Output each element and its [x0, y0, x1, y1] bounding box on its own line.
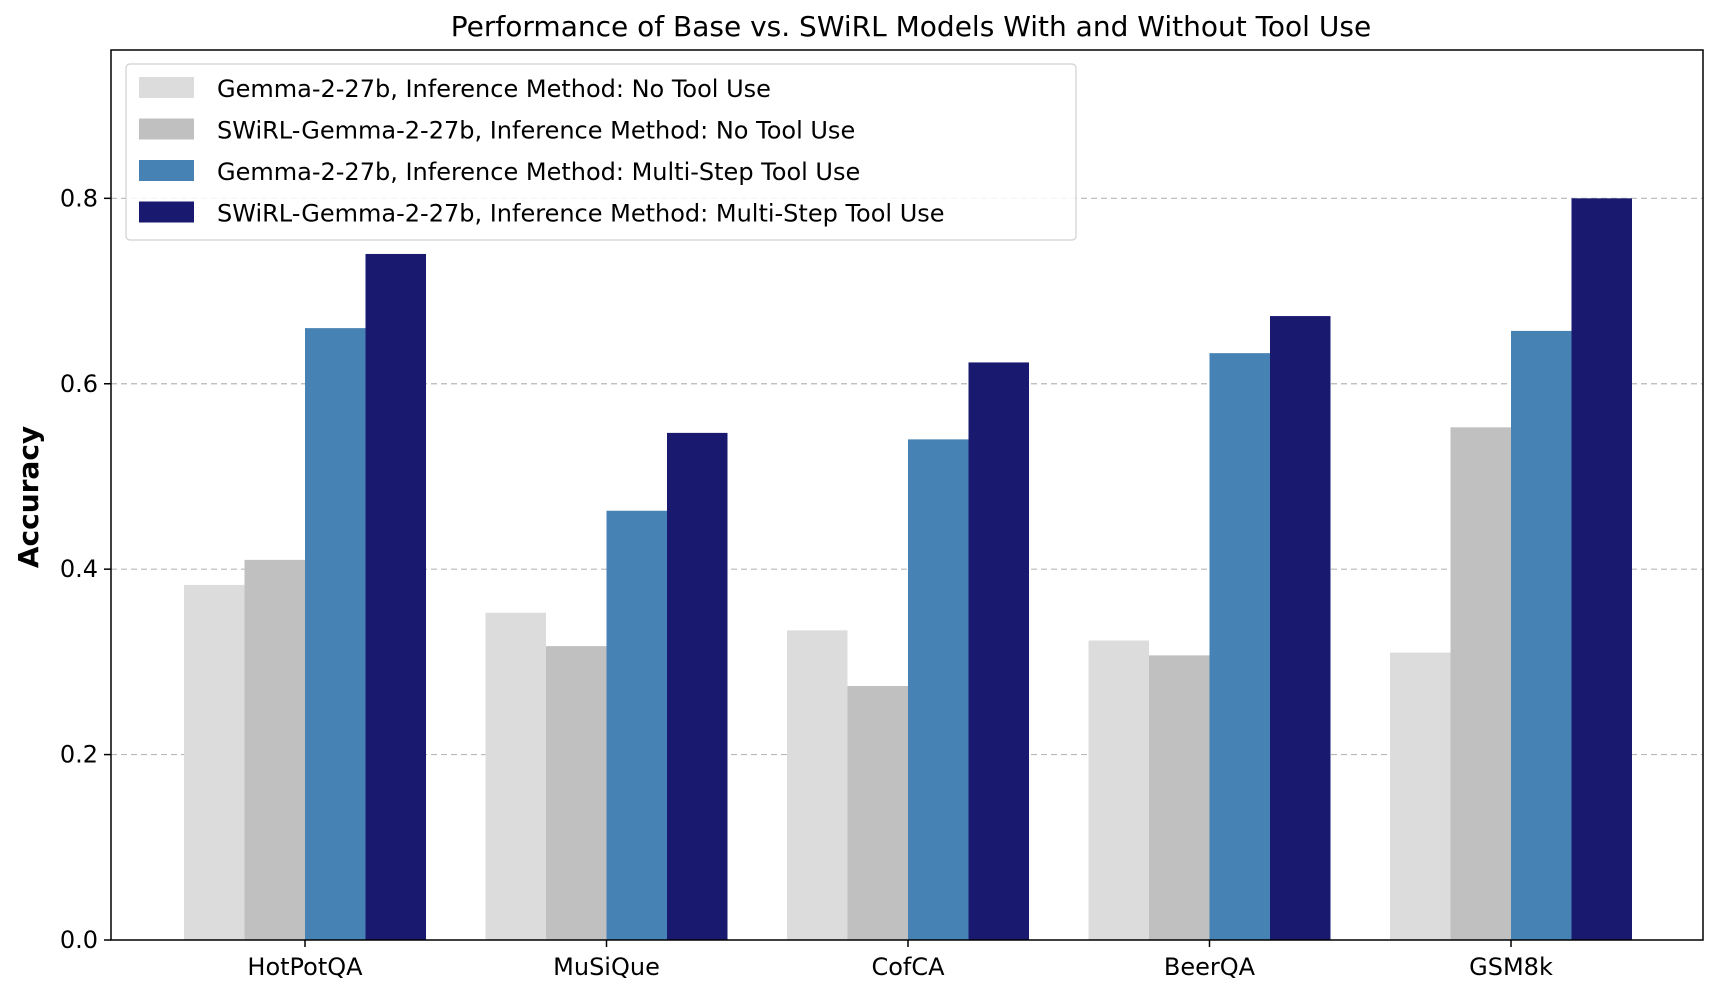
legend-swatch	[139, 118, 194, 140]
legend-label: SWiRL-Gemma-2-27b, Inference Method: Mul…	[217, 200, 945, 228]
bar	[305, 328, 366, 940]
bar	[1390, 652, 1451, 940]
x-tick-label: CofCA	[871, 953, 945, 981]
y-tick-label: 0.8	[60, 184, 98, 212]
x-tick-label: HotPotQA	[247, 953, 363, 981]
bar	[1511, 330, 1572, 940]
bar	[606, 510, 667, 940]
plot-frame	[110, 49, 1704, 941]
bar	[787, 630, 848, 940]
tick-labels: 0.0 0.2 0.4 0.6 0.8 HotPotQA MuSiQue CofCA BeerQ…	[60, 184, 1553, 981]
bar	[244, 559, 305, 940]
legend-label: Gemma-2-27b, Inference Method: Multi-Ste…	[217, 158, 860, 186]
legend-label: Gemma-2-27b, Inference Method: No Tool U…	[217, 75, 771, 103]
bar	[1149, 655, 1210, 940]
legend-label: SWiRL-Gemma-2-27b, Inference Method: No …	[217, 117, 855, 145]
bars	[184, 198, 1632, 941]
bar	[1088, 640, 1149, 940]
axes	[110, 49, 1704, 941]
legend-swatch	[139, 201, 194, 223]
legend-swatch	[139, 160, 194, 181]
bar	[184, 584, 245, 940]
y-tick-label: 0.2	[60, 741, 98, 769]
x-tick-label: GSM8k	[1469, 953, 1553, 981]
bar	[908, 439, 969, 940]
y-tick-label: 0.6	[60, 370, 98, 398]
bar	[365, 253, 426, 941]
bar	[1209, 353, 1270, 940]
x-tick-label: BeerQA	[1164, 953, 1256, 981]
bar	[546, 646, 607, 940]
legend: Gemma-2-27b, Inference Method: No Tool U…	[125, 63, 1077, 241]
bar	[1270, 316, 1331, 941]
chart-title: Performance of Base vs. SWiRL Models Wit…	[451, 10, 1371, 43]
x-tick-label: MuSiQue	[553, 953, 660, 981]
bar	[1571, 198, 1632, 941]
y-tick-label: 0.4	[60, 555, 98, 583]
bar	[1450, 427, 1511, 941]
legend-box	[125, 63, 1077, 241]
bar	[485, 612, 546, 940]
bar	[847, 685, 908, 940]
y-axis-label: Accuracy	[12, 426, 45, 568]
bar	[667, 432, 728, 940]
legend-swatch	[139, 77, 194, 98]
y-tick-label: 0.0	[60, 926, 98, 954]
bar	[968, 362, 1029, 940]
